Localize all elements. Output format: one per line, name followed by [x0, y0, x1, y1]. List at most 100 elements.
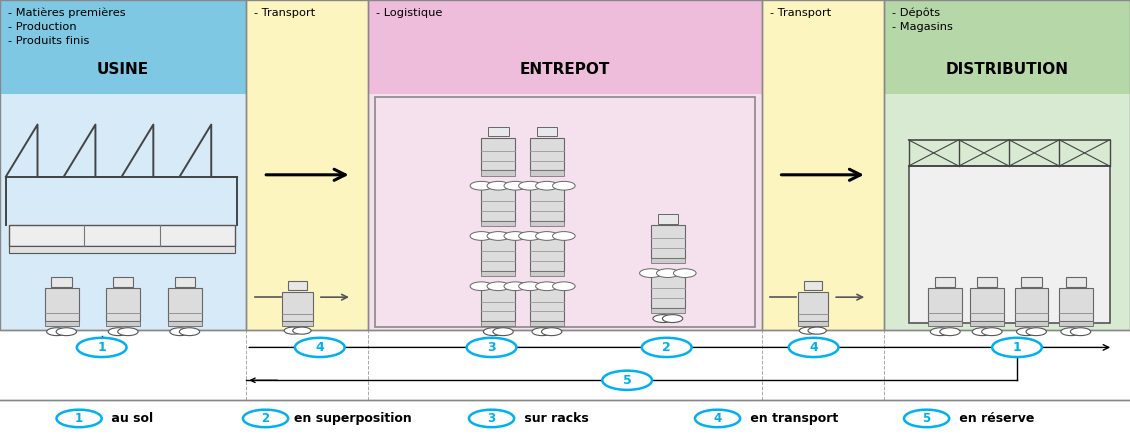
Circle shape: [789, 338, 838, 357]
Circle shape: [536, 181, 558, 190]
Circle shape: [1070, 328, 1090, 336]
Circle shape: [118, 328, 138, 336]
Circle shape: [243, 410, 288, 427]
Circle shape: [77, 338, 127, 357]
Circle shape: [467, 338, 516, 357]
Circle shape: [504, 282, 527, 291]
Text: en réserve: en réserve: [955, 412, 1034, 425]
Circle shape: [553, 232, 575, 240]
Bar: [168, 321, 202, 326]
Bar: [113, 277, 133, 287]
Circle shape: [657, 269, 679, 277]
Bar: [481, 188, 515, 221]
Bar: [803, 281, 822, 290]
Bar: [282, 292, 313, 321]
Bar: [651, 308, 685, 313]
Circle shape: [1026, 328, 1046, 336]
Bar: [1059, 321, 1093, 326]
Circle shape: [284, 327, 303, 334]
Bar: [884, 0, 1130, 330]
Bar: [9, 225, 235, 246]
Bar: [936, 277, 956, 287]
Bar: [530, 138, 564, 170]
Bar: [928, 288, 962, 321]
Bar: [1059, 288, 1093, 321]
Bar: [168, 288, 202, 321]
Text: 5: 5: [922, 412, 931, 425]
Circle shape: [519, 181, 541, 190]
Circle shape: [46, 328, 67, 336]
Circle shape: [642, 338, 692, 357]
Circle shape: [553, 282, 575, 291]
Circle shape: [541, 328, 562, 336]
Circle shape: [536, 232, 558, 240]
Bar: [0, 0, 246, 330]
Circle shape: [108, 328, 129, 336]
Bar: [106, 288, 140, 321]
Circle shape: [56, 328, 77, 336]
Bar: [368, 0, 762, 94]
Bar: [928, 321, 962, 326]
Circle shape: [170, 328, 190, 336]
Bar: [651, 258, 685, 263]
Circle shape: [504, 181, 527, 190]
Circle shape: [519, 282, 541, 291]
Circle shape: [982, 328, 1002, 336]
Text: USINE: USINE: [97, 62, 149, 77]
Circle shape: [536, 282, 558, 291]
Bar: [798, 292, 828, 321]
Bar: [884, 94, 1130, 330]
Text: 1: 1: [1012, 341, 1022, 354]
Bar: [658, 214, 678, 224]
Circle shape: [662, 315, 683, 323]
Circle shape: [493, 328, 513, 336]
Bar: [481, 170, 515, 176]
Text: 2: 2: [662, 341, 671, 354]
Circle shape: [295, 338, 345, 357]
Circle shape: [293, 327, 311, 334]
Text: au sol: au sol: [107, 412, 154, 425]
Circle shape: [992, 338, 1042, 357]
Circle shape: [469, 410, 514, 427]
Bar: [9, 246, 235, 253]
Circle shape: [673, 269, 696, 277]
Bar: [1015, 321, 1049, 326]
Text: 4: 4: [713, 412, 722, 425]
Text: - Logistique: - Logistique: [376, 8, 443, 18]
Text: - Transport: - Transport: [254, 8, 315, 18]
Bar: [971, 288, 1005, 321]
Circle shape: [519, 232, 541, 240]
Text: ENTREPOT: ENTREPOT: [520, 62, 610, 77]
Bar: [530, 321, 564, 326]
Circle shape: [470, 282, 493, 291]
Bar: [106, 321, 140, 326]
Circle shape: [1017, 328, 1037, 336]
Bar: [0, 400, 1130, 437]
Circle shape: [695, 410, 740, 427]
Bar: [52, 277, 72, 287]
Text: 4: 4: [809, 341, 818, 354]
Bar: [530, 288, 564, 321]
Bar: [481, 138, 515, 170]
Bar: [977, 277, 998, 287]
Bar: [0, 94, 246, 330]
Bar: [1022, 277, 1042, 287]
Bar: [0, 0, 246, 94]
Bar: [884, 0, 1130, 94]
Text: 3: 3: [487, 341, 496, 354]
Circle shape: [972, 328, 992, 336]
Text: 1: 1: [97, 341, 106, 354]
Text: 2: 2: [261, 412, 270, 425]
Circle shape: [602, 371, 652, 390]
Bar: [368, 94, 762, 330]
Bar: [246, 0, 368, 94]
Bar: [530, 188, 564, 221]
Circle shape: [640, 269, 662, 277]
Text: 3: 3: [487, 412, 496, 425]
Text: sur racks: sur racks: [520, 412, 589, 425]
Circle shape: [487, 232, 510, 240]
Bar: [762, 0, 884, 94]
Bar: [481, 238, 515, 271]
Text: - Dépôts
- Magasins: - Dépôts - Magasins: [892, 8, 953, 32]
Circle shape: [553, 181, 575, 190]
